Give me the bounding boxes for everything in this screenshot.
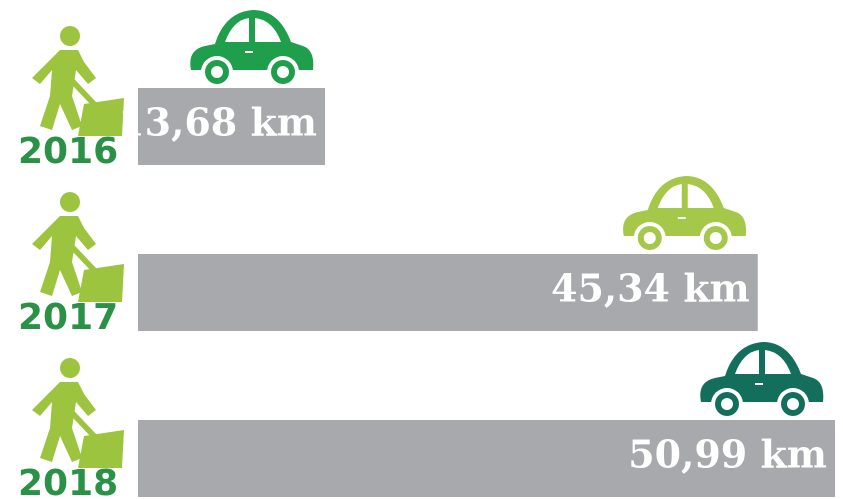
car-hub — [709, 232, 722, 244]
car-window — [224, 18, 281, 42]
bar — [138, 88, 325, 165]
bar — [138, 420, 835, 497]
worker-icon — [32, 358, 124, 468]
value-label: 45,34 km — [551, 266, 750, 311]
car-window — [735, 350, 791, 374]
car-hub — [210, 66, 223, 78]
year-label: 2018 — [18, 463, 118, 499]
car-window — [657, 184, 714, 208]
car-body — [700, 342, 824, 402]
value-label: 50,99 km — [628, 432, 827, 477]
worker-shovel — [56, 230, 124, 302]
year-label: 2016 — [18, 131, 118, 172]
car-hub — [643, 232, 656, 244]
car-body — [623, 176, 747, 236]
car-hub — [721, 398, 733, 410]
car-body — [190, 10, 314, 70]
worker-icon — [32, 192, 124, 302]
car-icon — [623, 176, 747, 254]
worker-body — [32, 216, 96, 296]
car-hub — [787, 398, 799, 410]
year-label: 2017 — [18, 297, 118, 338]
worker-shovel — [56, 64, 124, 136]
car-icon — [190, 10, 314, 88]
worker-head — [60, 26, 80, 46]
worker-shovel — [56, 396, 124, 468]
value-label: 13,68 km — [118, 100, 317, 145]
worker-icon — [32, 26, 124, 136]
bar — [138, 254, 758, 331]
worker-body — [32, 382, 96, 462]
car-icon — [700, 342, 824, 420]
worker-body — [32, 50, 96, 130]
worker-head — [60, 192, 80, 212]
car-hub — [276, 66, 289, 78]
worker-head — [60, 358, 80, 378]
